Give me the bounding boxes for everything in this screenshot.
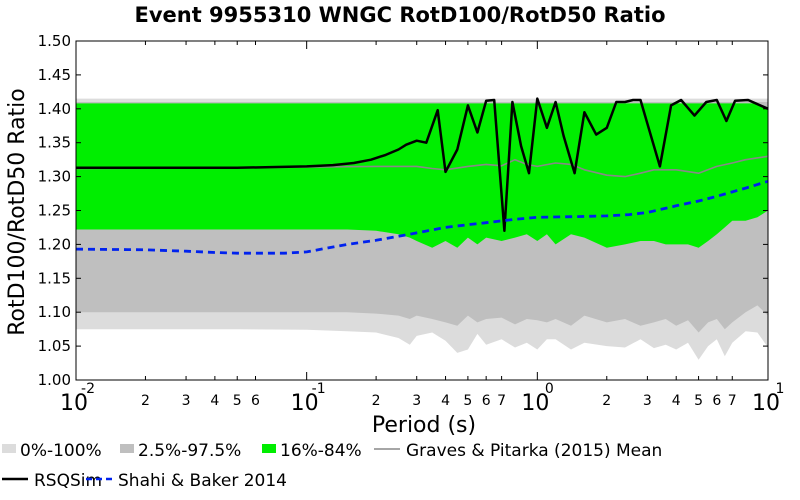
- x-minor-tick-label: 2: [602, 393, 611, 409]
- x-minor-tick-label: 4: [672, 393, 681, 409]
- x-minor-tick-label: 5: [233, 393, 242, 409]
- y-tick-label: 1.45: [38, 66, 71, 84]
- legend-swatch-1: [120, 444, 134, 453]
- legend-label-3: Graves & Pitarka (2015) Mean: [406, 441, 662, 461]
- legend: 0%-100% 2.5%-97.5% 16%-84% Graves & Pitarka…: [2, 441, 662, 491]
- x-major-tick-exponent: 1: [776, 381, 785, 397]
- y-tick-label: 1.30: [38, 168, 71, 186]
- x-major-tick-label: 10: [752, 391, 780, 416]
- x-minor-tick-label: 3: [182, 393, 191, 409]
- legend-label-4: RSQSim: [34, 471, 102, 491]
- x-minor-tick-label: 4: [441, 393, 450, 409]
- x-minor-tick-label: 7: [497, 393, 506, 409]
- legend-label-0: 0%-100%: [20, 441, 102, 461]
- x-minor-tick-label: 4: [210, 393, 219, 409]
- x-axis-title: Period (s): [372, 413, 476, 438]
- y-tick-label: 1.40: [38, 100, 71, 118]
- percentile-bands: [76, 98, 768, 360]
- series-line-0: [75, 155, 769, 178]
- band-2: [76, 103, 768, 248]
- x-major-tick-exponent: -2: [81, 381, 95, 397]
- series-line-2: [75, 179, 769, 255]
- legend-label-5: Shahi & Baker 2014: [118, 471, 287, 491]
- y-tick-label: 1.20: [38, 235, 71, 253]
- legend-swatch-2: [262, 444, 276, 453]
- y-axis-title: RotD100/RotD50 Ratio: [5, 88, 30, 336]
- x-major-tick-label: 10: [291, 391, 319, 416]
- y-tick-label: 1.25: [38, 202, 71, 220]
- series-line-1: [76, 97, 769, 233]
- y-tick-label: 1.50: [38, 32, 71, 50]
- x-minor-tick-label: 3: [412, 393, 421, 409]
- y-tick-label: 1.35: [38, 134, 71, 152]
- y-axis: 1.00 1.05 1.10 1.15 1.20 1.25 1.30 1.35 1.40 1.45…: [38, 32, 768, 389]
- x-minor-tick-label: 6: [251, 393, 260, 409]
- x-minor-tick-label: 3: [643, 393, 652, 409]
- x-major-tick-exponent: -1: [312, 381, 326, 397]
- legend-swatch-0: [2, 444, 16, 453]
- x-minor-tick-label: 5: [694, 393, 703, 409]
- x-major-tick-label: 10: [60, 391, 88, 416]
- x-minor-tick-label: 6: [712, 393, 721, 409]
- x-minor-tick-label: 2: [141, 393, 150, 409]
- x-minor-tick-label: 2: [372, 393, 381, 409]
- y-tick-label: 1.10: [38, 303, 71, 321]
- y-tick-label: 1.05: [38, 337, 71, 355]
- x-minor-tick-label: 7: [728, 393, 737, 409]
- y-tick-label: 1.15: [38, 269, 71, 287]
- x-minor-tick-label: 5: [463, 393, 472, 409]
- chart-title: Event 9955310 WNGC RotD100/RotD50 Ratio: [134, 3, 665, 27]
- legend-label-2: 16%-84%: [280, 441, 362, 461]
- x-major-tick-exponent: 0: [545, 381, 554, 397]
- series-lines: [75, 97, 769, 255]
- x-major-tick-label: 10: [521, 391, 549, 416]
- x-minor-tick-label: 6: [482, 393, 491, 409]
- y-tick-label: 1.00: [38, 371, 71, 389]
- legend-label-1: 2.5%-97.5%: [138, 441, 241, 461]
